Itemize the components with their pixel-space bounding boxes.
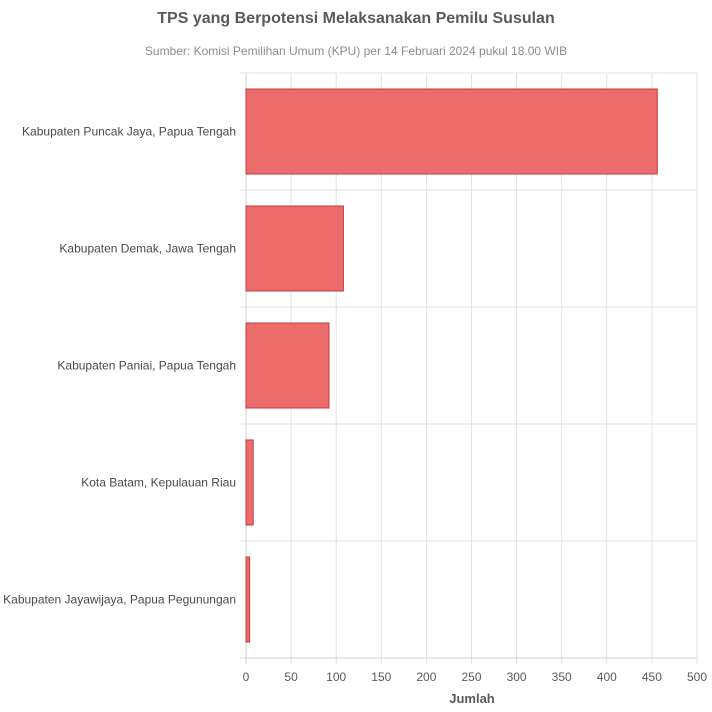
category-label: Kota Batam, Kepulauan Riau (81, 476, 236, 490)
x-tick-label: 250 (461, 670, 481, 684)
x-tick-label: 400 (597, 670, 617, 684)
bar[interactable] (245, 439, 254, 526)
x-axis-ticks: 0 50 100 150 200 250 300 350 400 450 500 (243, 670, 708, 684)
x-tick-label: 100 (326, 670, 346, 684)
bars (245, 88, 658, 643)
x-tick-label: 450 (642, 670, 662, 684)
category-label: Kabupaten Jayawijaya, Papua Pegunungan (3, 593, 236, 607)
x-tick-label: 300 (507, 670, 527, 684)
chart-title: TPS yang Berpotensi Melaksanakan Pemilu … (157, 10, 554, 27)
bar[interactable] (245, 88, 658, 175)
x-tick-label: 50 (284, 670, 298, 684)
x-tick-label: 500 (687, 670, 707, 684)
category-labels: Kabupaten Puncak Jaya, Papua Tengah Kabup… (3, 125, 236, 607)
x-tick-label: 200 (416, 670, 436, 684)
category-label: Kabupaten Demak, Jawa Tengah (59, 242, 236, 256)
x-tick-label: 150 (371, 670, 391, 684)
chart-subtitle: Sumber: Komisi Pemilihan Umum (KPU) per … (145, 44, 567, 58)
bar[interactable] (245, 322, 330, 409)
x-tick-label: 350 (552, 670, 572, 684)
x-tick-label: 0 (243, 670, 250, 684)
x-axis-title: Jumlah (449, 691, 495, 706)
bar[interactable] (245, 556, 251, 643)
category-label: Kabupaten Puncak Jaya, Papua Tengah (22, 125, 236, 139)
bar[interactable] (245, 205, 344, 292)
category-label: Kabupaten Paniai, Papua Tengah (57, 359, 236, 373)
